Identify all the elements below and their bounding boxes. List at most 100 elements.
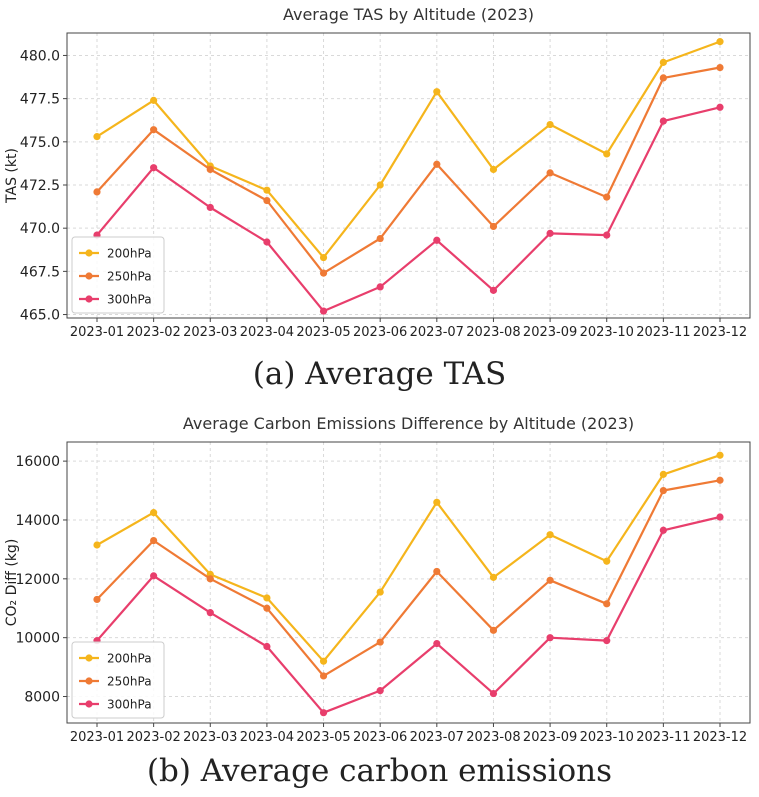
data-point-300hPa bbox=[603, 637, 611, 645]
x-tick-label: 2023-05 bbox=[296, 325, 350, 340]
x-tick-label: 2023-08 bbox=[466, 730, 520, 745]
legend-marker-300hPa bbox=[85, 295, 93, 303]
data-point-300hPa bbox=[716, 513, 724, 521]
series-line-200hPa bbox=[96, 454, 721, 663]
x-tick-label: 2023-11 bbox=[636, 730, 690, 745]
chart-tas: 465.0 467.5 470.0 472.5 475.0 477.5 480.0 2023-… bbox=[4, 5, 751, 340]
data-point-200hPa bbox=[489, 573, 498, 581]
data-point-250hPa bbox=[150, 536, 158, 545]
data-point-300hPa bbox=[603, 231, 611, 239]
data-point-300hPa bbox=[659, 526, 667, 534]
x-tick-label: 2023-11 bbox=[636, 325, 690, 340]
data-point-200hPa bbox=[93, 541, 101, 549]
data-point-250hPa bbox=[433, 567, 441, 576]
y-axis-label: CO₂ Diff (kg) bbox=[4, 539, 20, 627]
data-point-300hPa bbox=[319, 709, 328, 717]
y-tick-label: 480.0 bbox=[20, 48, 60, 64]
data-point-300hPa bbox=[433, 236, 441, 244]
x-tick-label: 2023-02 bbox=[126, 730, 180, 745]
data-point-300hPa bbox=[659, 117, 667, 125]
data-point-300hPa bbox=[489, 689, 498, 698]
data-point-250hPa bbox=[716, 476, 724, 484]
legend-label: 250hPa bbox=[107, 675, 152, 689]
data-point-200hPa bbox=[319, 657, 328, 665]
data-point-200hPa bbox=[376, 588, 384, 596]
data-point-200hPa bbox=[93, 133, 101, 141]
plot-frame bbox=[66, 32, 751, 319]
y-tick-label: 475.0 bbox=[20, 135, 60, 151]
data-point-250hPa bbox=[319, 269, 328, 277]
data-point-200hPa bbox=[546, 531, 554, 539]
y-tick-label: 467.5 bbox=[20, 264, 60, 280]
x-tick-label: 2023-01 bbox=[70, 730, 124, 745]
data-point-250hPa bbox=[546, 169, 554, 177]
data-point-250hPa bbox=[433, 160, 441, 168]
legend-label: 300hPa bbox=[107, 698, 152, 712]
x-tick-label: 2023-06 bbox=[353, 730, 407, 745]
x-tick-label: 2023-03 bbox=[183, 325, 237, 340]
chart-title: Average Carbon Emissions Difference by A… bbox=[183, 414, 634, 433]
data-point-200hPa bbox=[603, 150, 611, 158]
y-tick-label: 10000 bbox=[15, 631, 60, 647]
x-tick-label: 2023-12 bbox=[693, 325, 747, 340]
x-tick-label: 2023-10 bbox=[580, 325, 634, 340]
x-tick-label: 2023-06 bbox=[353, 325, 407, 340]
series-line-250hPa bbox=[96, 66, 721, 275]
data-point-200hPa bbox=[489, 165, 498, 174]
data-point-200hPa bbox=[716, 38, 724, 46]
data-point-300hPa bbox=[546, 634, 554, 642]
caption-b: (b) Average carbon emissions bbox=[146, 753, 613, 789]
plot-frame bbox=[66, 441, 751, 724]
data-point-250hPa bbox=[659, 74, 667, 82]
y-tick-label: 8000 bbox=[24, 690, 60, 706]
data-point-300hPa bbox=[716, 103, 724, 111]
x-tick-label: 2023-10 bbox=[580, 730, 634, 745]
data-point-200hPa bbox=[319, 253, 328, 262]
data-point-300hPa bbox=[263, 238, 271, 246]
data-point-200hPa bbox=[263, 186, 271, 194]
x-tick-label: 2023-02 bbox=[126, 325, 180, 340]
x-tick-label: 2023-04 bbox=[240, 730, 294, 745]
data-point-300hPa bbox=[489, 286, 498, 294]
legend: 200hPa 250hPa 300hPa bbox=[71, 641, 165, 719]
x-tick-label: 2023-12 bbox=[693, 730, 747, 745]
data-point-200hPa bbox=[376, 181, 384, 189]
data-point-250hPa bbox=[546, 576, 554, 584]
y-tick-label: 12000 bbox=[15, 572, 60, 588]
data-point-250hPa bbox=[93, 595, 101, 604]
x-tick-label: 2023-09 bbox=[523, 325, 577, 340]
y-tick-label: 16000 bbox=[15, 454, 60, 470]
legend-label: 200hPa bbox=[107, 247, 152, 261]
legend-marker-200hPa bbox=[85, 654, 93, 662]
x-tick-label: 2023-03 bbox=[183, 730, 237, 745]
legend-label: 300hPa bbox=[107, 293, 152, 307]
data-point-200hPa bbox=[546, 120, 554, 129]
legend-label: 250hPa bbox=[107, 270, 152, 284]
x-tick-label: 2023-07 bbox=[410, 730, 464, 745]
data-point-300hPa bbox=[376, 687, 384, 695]
y-axis-label: TAS (kt) bbox=[4, 148, 20, 204]
data-point-250hPa bbox=[206, 575, 214, 583]
data-point-250hPa bbox=[150, 126, 158, 134]
data-point-300hPa bbox=[206, 203, 214, 212]
y-tick-label: 465.0 bbox=[20, 308, 60, 324]
y-tick-label: 14000 bbox=[15, 513, 60, 529]
legend-marker-250hPa bbox=[85, 677, 93, 685]
data-point-250hPa bbox=[603, 193, 611, 201]
data-point-300hPa bbox=[206, 609, 214, 617]
series-line-300hPa bbox=[96, 515, 721, 714]
data-point-250hPa bbox=[716, 63, 724, 72]
series-line-250hPa bbox=[96, 479, 721, 678]
legend-marker-300hPa bbox=[85, 700, 93, 708]
data-point-250hPa bbox=[376, 638, 384, 646]
data-point-300hPa bbox=[150, 572, 158, 580]
data-point-200hPa bbox=[659, 470, 667, 478]
y-tick-label: 472.5 bbox=[20, 178, 60, 194]
chart-title: Average TAS by Altitude (2023) bbox=[283, 5, 534, 24]
data-point-200hPa bbox=[263, 594, 271, 602]
series-line-300hPa bbox=[96, 106, 721, 313]
caption-a: (a) Average TAS bbox=[252, 356, 507, 392]
y-tick-label: 470.0 bbox=[20, 221, 60, 237]
